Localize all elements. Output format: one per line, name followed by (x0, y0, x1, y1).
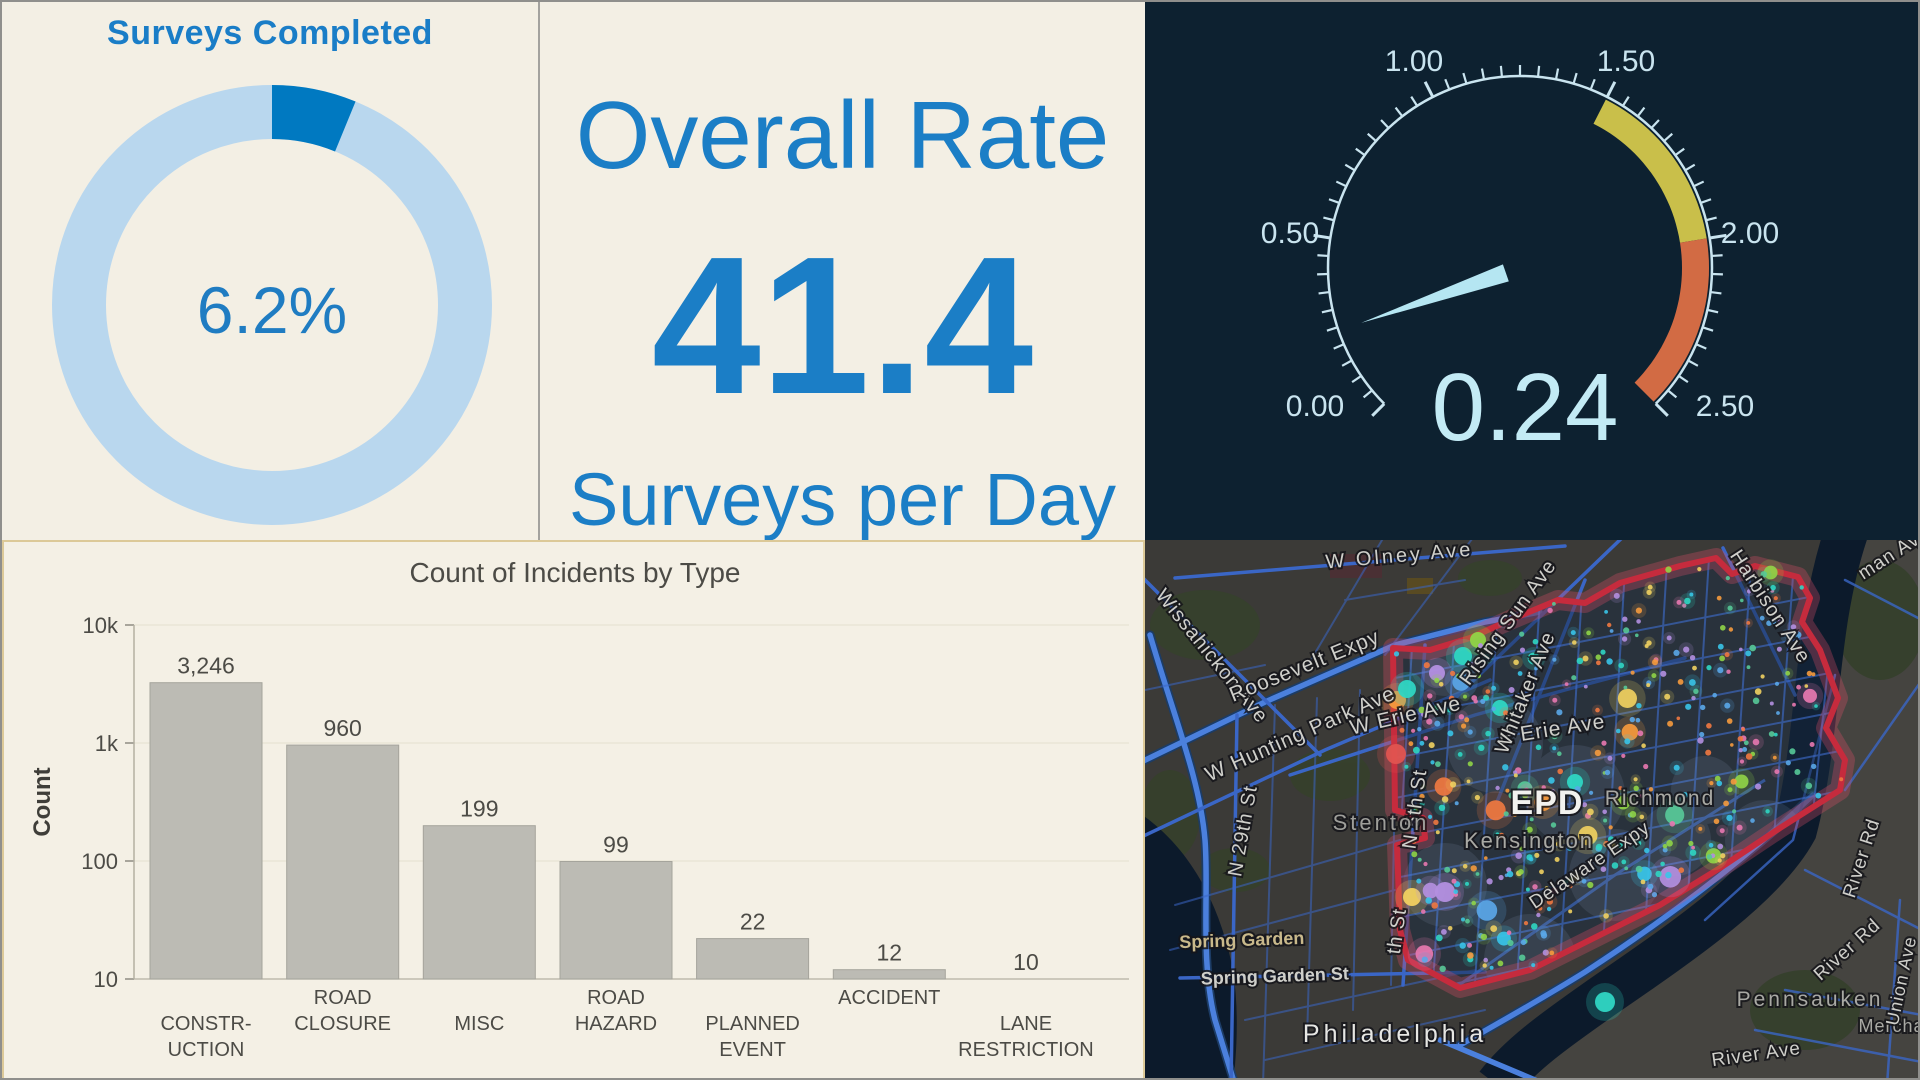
svg-text:22: 22 (740, 909, 766, 935)
svg-text:199: 199 (460, 796, 498, 822)
overall-rate-value: 41.4 (651, 216, 1034, 435)
svg-text:10k: 10k (83, 613, 119, 638)
svg-text:100: 100 (81, 849, 118, 874)
svg-text:CLOSURE: CLOSURE (294, 1013, 391, 1035)
svg-text:10: 10 (94, 967, 118, 992)
svg-text:EPD: EPD (1511, 784, 1584, 822)
svg-text:Count of Incidents by Type: Count of Incidents by Type (409, 557, 740, 588)
panel-incidents-chart: Count of Incidents by Type Count 10k 1k 100 1… (2, 540, 1145, 1080)
surveys-completed-donut[interactable] (2, 2, 538, 540)
svg-text:2.50: 2.50 (1696, 390, 1754, 423)
svg-text:Spring Garden: Spring Garden (1179, 928, 1305, 952)
surveys-completed-title: Surveys Completed (107, 14, 433, 52)
svg-text:HAZARD: HAZARD (575, 1013, 657, 1035)
svg-text:RESTRICTION: RESTRICTION (958, 1039, 1094, 1061)
svg-text:99: 99 (603, 832, 629, 858)
svg-text:ACCIDENT: ACCIDENT (838, 987, 940, 1009)
svg-text:ROAD: ROAD (314, 987, 372, 1009)
panel-divider (538, 2, 540, 540)
surveys-completed-percent: 6.2% (196, 273, 348, 347)
svg-text:0.00: 0.00 (1286, 390, 1344, 423)
svg-text:0.24: 0.24 (1432, 354, 1619, 461)
svg-text:Richmond: Richmond (1605, 787, 1716, 810)
incidents-bar-chart[interactable]: Count of Incidents by Type Count 10k 1k 100 1… (4, 542, 1143, 1080)
svg-text:1.50: 1.50 (1597, 45, 1655, 78)
panel-surveys-completed: Surveys Completed 6.2% (2, 2, 538, 540)
svg-text:MISC: MISC (454, 1013, 504, 1035)
map-zone-patch (1407, 578, 1433, 594)
district-fill (1393, 558, 1845, 988)
svg-text:Kensington: Kensington (1464, 828, 1594, 853)
panel-overall-rate: Overall Rate 41.4 Surveys per Day (540, 2, 1145, 540)
svg-text:PLANNED: PLANNED (705, 1013, 799, 1035)
svg-text:2.00: 2.00 (1721, 217, 1779, 250)
svg-text:Philadelphia: Philadelphia (1303, 1020, 1487, 1048)
svg-text:1k: 1k (95, 731, 119, 756)
overall-rate-title: Overall Rate (575, 82, 1110, 189)
svg-text:12: 12 (877, 940, 903, 966)
svg-text:Count: Count (29, 767, 56, 836)
district-boundary[interactable] (1390, 555, 1848, 991)
rate-gauge: 0.00 0.50 1.00 1.50 2.00 2.50 0.24 (1261, 45, 1779, 461)
svg-text:ROAD: ROAD (587, 987, 645, 1009)
panel-gauge: 0.00 0.50 1.00 1.50 2.00 2.50 0.24 (1145, 2, 1918, 540)
svg-text:3,246: 3,246 (177, 653, 235, 679)
svg-text:LANE: LANE (1000, 1013, 1052, 1035)
panel-map[interactable]: W Olney Ave Wissahickon Ave Roosevelt Expy… (1145, 540, 1920, 1080)
svg-text:Pennsauken: Pennsauken (1737, 988, 1884, 1011)
svg-text:960: 960 (323, 715, 361, 741)
incident-dots[interactable] (1377, 559, 1844, 1021)
svg-text:10: 10 (1013, 949, 1039, 975)
svg-text:0.50: 0.50 (1261, 217, 1319, 250)
svg-text:Merchan: Merchan (1858, 1016, 1920, 1036)
overall-rate-subtitle: Surveys per Day (569, 458, 1116, 540)
svg-text:EVENT: EVENT (719, 1039, 786, 1061)
svg-text:UCTION: UCTION (168, 1039, 245, 1061)
svg-text:CONSTR-: CONSTR- (160, 1013, 251, 1035)
svg-text:Stenton: Stenton (1333, 810, 1430, 835)
svg-text:1.00: 1.00 (1385, 45, 1443, 78)
